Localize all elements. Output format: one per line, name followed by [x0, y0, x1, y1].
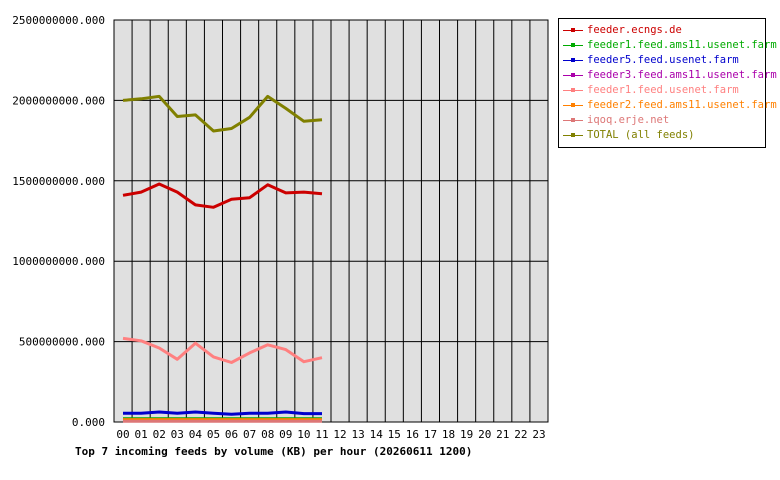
- legend-label: feeder1.feed.usenet.farm: [587, 84, 739, 96]
- x-tick-label: 23: [532, 428, 545, 441]
- x-tick-label: 22: [514, 428, 527, 441]
- y-tick-label: 0.000: [72, 416, 105, 429]
- legend-swatch: [563, 131, 583, 140]
- x-tick-label: 01: [135, 428, 148, 441]
- x-tick-label: 02: [153, 428, 166, 441]
- x-tick-label: 20: [478, 428, 491, 441]
- legend-swatch: [563, 56, 583, 65]
- y-tick-label: 2000000000.000: [12, 94, 105, 107]
- y-axis-tick-labels: 0.000 500000000.000 1000000000.000 15000000…: [12, 14, 105, 429]
- legend-item: feeder2.feed.ams11.usenet.farm: [559, 98, 777, 113]
- x-tick-label: 17: [424, 428, 437, 441]
- vertical-gridlines: [131, 20, 531, 422]
- x-tick-label: 09: [279, 428, 292, 441]
- series-line-2: [123, 410, 322, 416]
- series-line-7: [122, 94, 323, 133]
- legend-swatch: [563, 101, 583, 110]
- legend-label: feeder3.feed.ams11.usenet.farm: [587, 69, 777, 81]
- legend-swatch: [563, 41, 583, 50]
- y-tick-label: 2500000000.000: [12, 14, 105, 27]
- legend-label: iqoq.erje.net: [587, 114, 670, 126]
- x-tick-label: 00: [116, 428, 129, 441]
- x-tick-label: 21: [496, 428, 509, 441]
- x-tick-label: 06: [225, 428, 238, 441]
- legend-swatch: [563, 26, 583, 35]
- x-tick-label: 13: [352, 428, 365, 441]
- x-tick-label: 07: [243, 428, 256, 441]
- legend-item: feeder1.feed.ams11.usenet.farm: [559, 38, 777, 53]
- legend-swatch: [563, 71, 583, 80]
- x-tick-label: 14: [370, 428, 384, 441]
- legend-item: iqoq.erje.net: [559, 113, 765, 128]
- legend-label: feeder1.feed.ams11.usenet.farm: [587, 39, 777, 51]
- legend-item: TOTAL (all feeds): [559, 128, 765, 143]
- legend-swatch: [563, 116, 583, 125]
- legend-item: feeder5.feed.usenet.farm: [559, 53, 765, 68]
- x-tick-label: 08: [261, 428, 274, 441]
- x-tick-label: 11: [315, 428, 328, 441]
- legend-label: feeder.ecngs.de: [587, 24, 682, 36]
- legend-label: TOTAL (all feeds): [587, 129, 695, 141]
- legend-label: feeder5.feed.usenet.farm: [587, 54, 739, 66]
- legend: feeder.ecngs.de feeder1.feed.ams11.usenet…: [558, 18, 777, 148]
- legend-item: feeder.ecngs.de: [559, 23, 765, 38]
- x-tick-label: 15: [388, 428, 401, 441]
- x-tick-label: 03: [171, 428, 184, 441]
- legend-label: feeder2.feed.ams11.usenet.farm: [587, 99, 777, 111]
- horizontal-gridlines: [114, 99, 548, 343]
- chart-title: Top 7 incoming feeds by volume (KB) per …: [75, 445, 472, 458]
- legend-swatch: [563, 86, 583, 95]
- x-tick-label: 04: [189, 428, 203, 441]
- x-axis-tick-labels: 00 01 02 03 04 05 06 07 08 09 10 11 12 13 14 15 16 17 18 19…: [116, 428, 545, 441]
- legend-item: feeder1.feed.usenet.farm: [559, 83, 765, 98]
- x-tick-label: 12: [333, 428, 346, 441]
- x-tick-label: 10: [297, 428, 310, 441]
- y-tick-label: 1500000000.000: [12, 175, 105, 188]
- legend-item: feeder3.feed.ams11.usenet.farm: [559, 68, 777, 83]
- series-line-0: [122, 182, 323, 209]
- series-lines: [122, 94, 323, 423]
- x-tick-label: 18: [442, 428, 455, 441]
- y-tick-label: 1000000000.000: [12, 255, 105, 268]
- x-tick-label: 05: [207, 428, 220, 441]
- x-tick-label: 16: [406, 428, 419, 441]
- x-tick-label: 19: [460, 428, 473, 441]
- y-tick-label: 500000000.000: [19, 336, 105, 349]
- series-line-4: [122, 336, 323, 364]
